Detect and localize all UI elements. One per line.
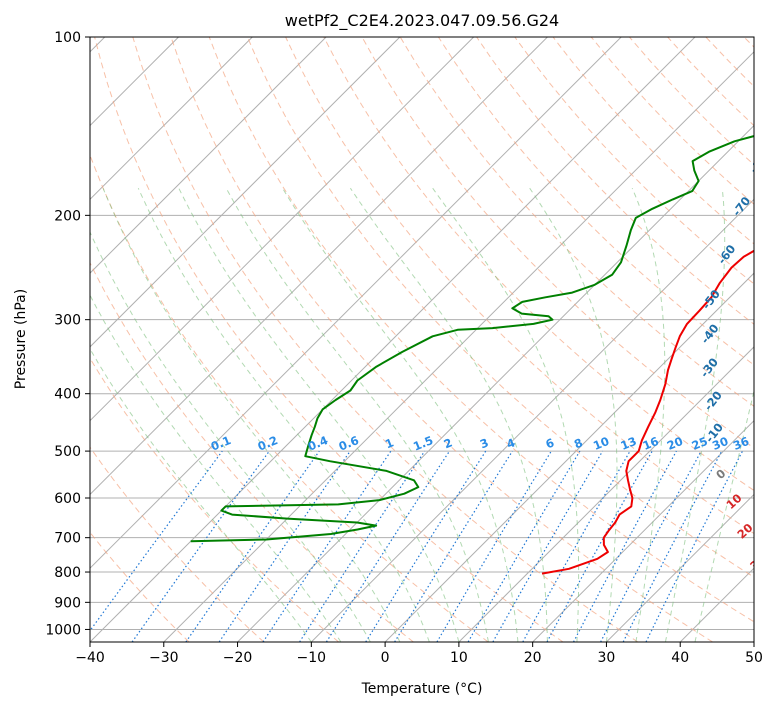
dry-adiabat-line (90, 446, 265, 642)
isotherm-line (384, 272, 754, 642)
x-tick-label: −30 (149, 650, 179, 666)
x-axis-label: Temperature (°C) (361, 681, 483, 697)
mixing-ratio-label: 36 (731, 434, 751, 453)
mixing-ratio-label: 16 (641, 434, 661, 453)
moist-adiabat-line (178, 187, 460, 642)
dry-adiabat-line (90, 357, 339, 642)
moist-adiabat-line (631, 188, 666, 642)
x-tick-label: 30 (598, 650, 616, 666)
x-tick-label: 40 (671, 650, 689, 666)
x-tick-label: −40 (75, 650, 105, 666)
mixing-ratio-label: 10 (591, 434, 611, 453)
x-tick-label: 20 (524, 650, 542, 666)
dry-adiabat-line (285, 37, 754, 535)
mixing-ratio-line (185, 450, 320, 642)
mixing-ratio-label: 25 (690, 434, 710, 453)
x-tick-label: 50 (745, 650, 763, 666)
mixing-ratio-label: 20 (665, 434, 685, 453)
moist-adiabat-label: 40 (764, 583, 775, 604)
y-tick-label: 700 (54, 531, 81, 547)
isotherm-line (90, 37, 548, 496)
y-tick-label: 1000 (45, 622, 81, 638)
moist-adiabat-label: 20 (734, 520, 755, 541)
moist-adiabat-line (90, 347, 312, 642)
mixing-ratio-label: 13 (618, 434, 638, 453)
isotherm-line (532, 419, 754, 642)
y-tick-label: 900 (54, 595, 81, 611)
moist-adiabat-line (90, 294, 342, 642)
dry-adiabat-label: -80 (747, 151, 771, 176)
mixing-ratio-line (546, 450, 653, 642)
dry-adiabat-line (208, 37, 754, 623)
x-tick-label: −10 (297, 650, 327, 666)
mixing-ratio-line (262, 450, 392, 642)
isotherm-line (90, 37, 622, 569)
moist-adiabat-line (665, 188, 726, 642)
x-tick-label: 0 (381, 650, 390, 666)
dry-adiabat-label: -90 (769, 99, 775, 124)
mixing-ratio-line (572, 450, 677, 642)
thermodynamic-background (90, 37, 754, 642)
dry-adiabat-line (94, 37, 564, 642)
dry-adiabat-line (323, 37, 754, 492)
y-tick-label: 200 (54, 208, 81, 224)
y-tick-label: 400 (54, 387, 81, 403)
y-tick-label: 100 (54, 30, 81, 46)
dry-adiabat-line (514, 37, 754, 285)
moist-adiabat-line (225, 187, 489, 642)
y-tick-label: 800 (54, 565, 81, 581)
isotherm-line (90, 37, 401, 348)
dewpoint-line (190, 134, 754, 543)
sounding-series (190, 134, 754, 575)
plot-background (90, 37, 754, 642)
dry-adiabat-line (246, 37, 754, 578)
dry-adiabat-line (476, 37, 754, 325)
plot-frame (89, 36, 755, 643)
isotherm-line (90, 37, 253, 201)
moist-adiabat-label: 30 (747, 552, 768, 573)
y-axis-label: Pressure (hPa) (13, 289, 29, 389)
dry-adiabat-line (90, 261, 414, 642)
isotherm-line (90, 37, 475, 422)
mixing-ratio-line (394, 450, 513, 642)
isotherm-line (458, 346, 754, 642)
x-tick-label: 10 (450, 650, 468, 666)
moist-adiabat-line (432, 187, 580, 642)
mixing-ratio-line (325, 450, 450, 642)
y-tick-label: 500 (54, 444, 81, 460)
dry-adiabat-line (437, 37, 754, 366)
isotherm-line (90, 37, 327, 274)
mixing-ratio-line (218, 450, 351, 642)
mixing-ratio-label: 30 (710, 434, 730, 453)
temperature-line (541, 249, 754, 575)
chart-title: wetPf2_C2E4.2023.047.09.56.G24 (285, 11, 559, 31)
moist-adiabat-line (694, 388, 754, 642)
mixing-ratio-line (645, 450, 744, 642)
x-tick-label: −20 (223, 650, 253, 666)
y-tick-label: 300 (54, 313, 81, 329)
dry-adiabat-line (132, 37, 639, 642)
dry-adiabat-line (170, 37, 713, 642)
isotherm-line (753, 641, 754, 642)
isotherm-line (237, 124, 754, 642)
axes: −40 −30 −20 −10 0 10 20 30 40 50 100 200 300 400 500 60… (45, 30, 763, 666)
moist-adiabat-line (349, 187, 548, 642)
moist-adiabat-line (529, 187, 618, 642)
mixing-ratio-line (522, 450, 631, 642)
mixing-ratio-line (299, 450, 426, 642)
mixing-ratio-line (90, 450, 223, 632)
y-tick-label: 600 (54, 491, 81, 507)
mixing-ratio-line (131, 450, 270, 642)
isotherm-line (606, 493, 754, 642)
moist-adiabat-line (282, 187, 519, 642)
